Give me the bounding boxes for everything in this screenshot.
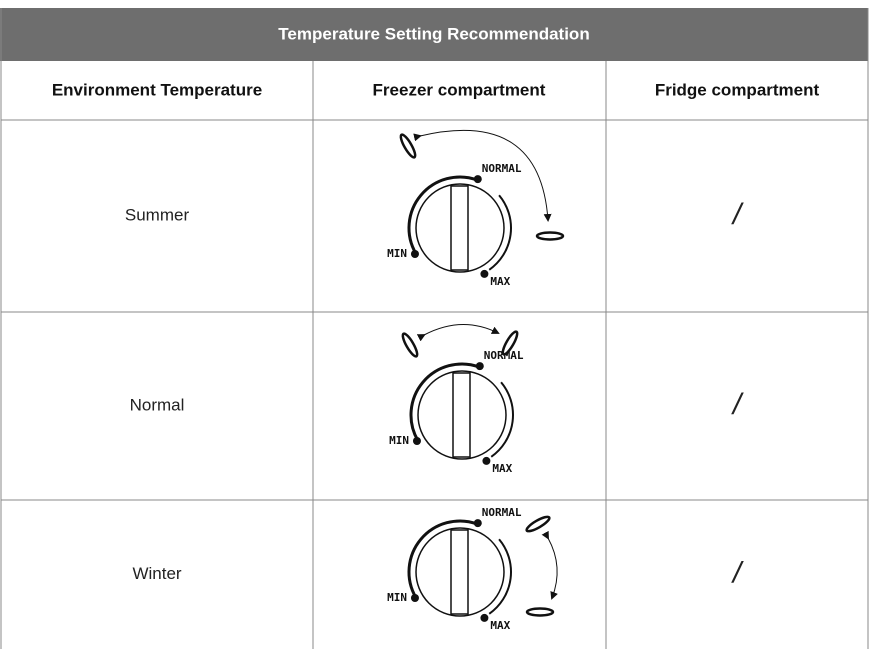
dial-slot xyxy=(453,373,470,457)
dial-label: MIN xyxy=(387,591,407,604)
dial-dot xyxy=(480,614,488,622)
knob-pointer xyxy=(398,133,417,159)
dial-label: MAX xyxy=(492,462,512,475)
knob-pointer xyxy=(400,332,419,358)
knob-pointer xyxy=(537,233,563,240)
dial-label: MIN xyxy=(387,247,407,260)
dial-label: MAX xyxy=(490,275,510,288)
dial-dot xyxy=(411,250,419,258)
dial-label: NORMAL xyxy=(482,162,522,175)
dial-dot xyxy=(474,175,482,183)
table: Temperature Setting Recommendation Envir… xyxy=(0,0,873,649)
dial-dot xyxy=(480,270,488,278)
knob-pointer xyxy=(527,609,553,616)
column-header: Freezer compartment xyxy=(373,80,546,99)
dial-label: MAX xyxy=(490,619,510,632)
column-header: Fridge compartment xyxy=(655,80,820,99)
environment-cell: Winter xyxy=(132,564,181,583)
dial-dot xyxy=(413,437,421,445)
environment-cell: Normal xyxy=(130,395,185,414)
column-header: Environment Temperature xyxy=(52,80,262,99)
dial-slot xyxy=(451,186,468,270)
page: {"table": { "title": "Temperature Settin… xyxy=(0,0,873,649)
dial-dot xyxy=(482,457,490,465)
dial-dot xyxy=(476,362,484,370)
fridge-cell: / xyxy=(731,198,744,231)
fridge-cell: / xyxy=(731,388,744,421)
range-arrow xyxy=(548,538,557,598)
table-title: Temperature Setting Recommendation xyxy=(278,24,589,43)
dial-label: NORMAL xyxy=(482,506,522,519)
dial-dot xyxy=(474,519,482,527)
dial-dot xyxy=(411,594,419,602)
dial-slot xyxy=(451,530,468,614)
environment-cell: Summer xyxy=(125,205,190,224)
fridge-cell: / xyxy=(731,556,744,589)
dial-label: MIN xyxy=(389,434,409,447)
range-arrow xyxy=(424,324,498,335)
knob-pointer xyxy=(525,514,551,533)
